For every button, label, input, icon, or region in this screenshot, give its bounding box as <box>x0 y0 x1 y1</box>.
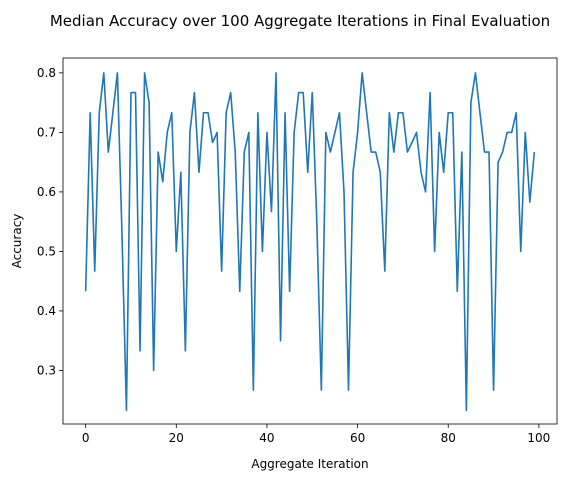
y-tick-label: 0.7 <box>37 125 56 139</box>
x-tick-label: 40 <box>259 431 274 445</box>
x-tick-label: 60 <box>350 431 365 445</box>
y-tick-label: 0.5 <box>37 244 56 258</box>
y-tick-label: 0.3 <box>37 363 56 377</box>
y-tick-label: 0.8 <box>37 66 56 80</box>
y-axis-label: Accuracy <box>10 214 24 269</box>
plot-frame <box>62 57 558 425</box>
accuracy-line <box>84 72 536 412</box>
y-axis-ticks: 0.3 0.4 0.5 0.6 0.7 0.8 <box>37 66 63 377</box>
x-tick-label: 100 <box>527 431 550 445</box>
y-tick-label: 0.6 <box>37 185 56 199</box>
x-tick-label: 20 <box>169 431 184 445</box>
chart-title: Median Accuracy over 100 Aggregate Itera… <box>50 12 550 30</box>
x-axis-label: Aggregate Iteration <box>251 457 368 471</box>
y-tick-label: 0.4 <box>37 304 56 318</box>
x-tick-label: 0 <box>82 431 90 445</box>
x-axis-ticks: 0 20 40 60 80 100 <box>82 424 550 445</box>
x-tick-label: 80 <box>441 431 456 445</box>
